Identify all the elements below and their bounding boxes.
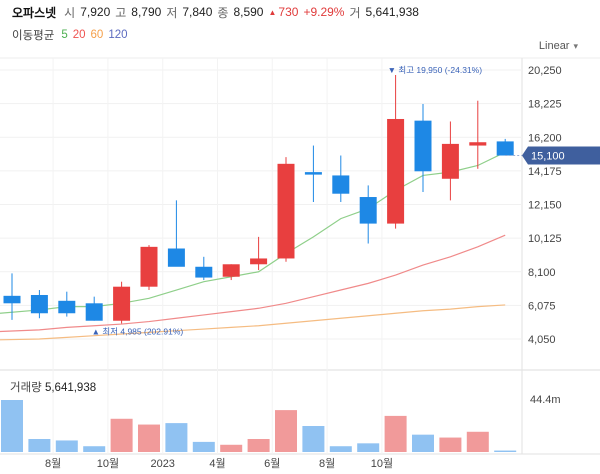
- volume-bar-down: [494, 450, 517, 452]
- x-tick-label: 10월: [371, 457, 393, 470]
- volume-panel-label: 거래량: [10, 382, 42, 394]
- x-tick-label: 8월: [319, 457, 335, 470]
- x-tick-label: 10월: [97, 457, 119, 470]
- volume-bar-down: [1, 400, 23, 452]
- moving-average-legend[interactable]: 이동평균 5 20 60 120: [12, 26, 128, 44]
- volume-label: 거: [349, 5, 361, 20]
- last-price-tag: [522, 146, 600, 165]
- close-value: 8,590: [233, 5, 264, 19]
- candle-down: [195, 266, 213, 278]
- change-value: 730: [278, 5, 299, 19]
- candle-up: [222, 264, 240, 277]
- volume-bar-up: [439, 437, 462, 452]
- ma5-line: [0, 151, 506, 314]
- volume-bar-down: [55, 440, 78, 452]
- candle-down: [496, 141, 514, 156]
- open-label: 시: [64, 5, 76, 20]
- candle-down: [332, 175, 350, 194]
- x-tick-label: 6월: [264, 457, 280, 470]
- volume-axis-label: 44.4m: [530, 394, 561, 406]
- candle-up: [387, 118, 405, 224]
- ma20-line: [0, 234, 506, 333]
- volume-bar-up: [384, 415, 407, 452]
- volume-bar-up: [466, 431, 489, 452]
- candle-down: [304, 172, 322, 175]
- ma-120-period: 120: [108, 29, 128, 41]
- candle-down: [167, 248, 185, 267]
- volume-bar-down: [302, 426, 325, 452]
- candle-down: [414, 120, 432, 172]
- scale-dropdown[interactable]: Linear ▾: [539, 40, 578, 52]
- low-label: 저: [166, 5, 178, 20]
- candle-up: [140, 246, 158, 287]
- ma-5-period: 5: [61, 29, 68, 41]
- volume-bar-down: [192, 441, 215, 452]
- ma-20-period: 20: [72, 29, 86, 41]
- y-tick-label: 12,150: [528, 200, 562, 212]
- volume-panel-value: 5,641,938: [44, 382, 97, 394]
- ma60-line: [0, 304, 506, 341]
- low-value: 7,840: [182, 5, 213, 19]
- high-value: 8,790: [131, 5, 162, 19]
- candle-down: [30, 294, 48, 314]
- volume-bar-up: [110, 418, 133, 452]
- candle-up: [277, 163, 295, 259]
- y-tick-label: 20,250: [528, 65, 562, 77]
- volume-bar-up: [138, 424, 160, 452]
- candle-down: [359, 197, 377, 224]
- volume-bar-down: [412, 434, 434, 452]
- high-label: 고: [115, 5, 127, 20]
- candle-down: [3, 295, 21, 304]
- y-tick-label: 8,100: [528, 267, 556, 279]
- candle-up: [250, 258, 268, 265]
- x-tick-label: 4월: [209, 457, 225, 470]
- volume-bar-down: [357, 443, 380, 452]
- stock-name: 오파스넷: [12, 5, 57, 20]
- y-tick-label: 16,200: [528, 132, 562, 144]
- x-tick-label: 8월: [45, 457, 61, 470]
- candle-up: [469, 142, 487, 146]
- x-tick-label: 2023: [150, 458, 174, 470]
- ohlc-header: 오파스넷 시 7,920 고 8,790 저 7,840 종 8,590 ▲ 7…: [12, 2, 419, 22]
- last-price-label: 15,100: [531, 151, 565, 163]
- volume-value: 5,641,938: [365, 5, 419, 19]
- y-tick-label: 4,050: [528, 334, 556, 346]
- volume-bar-down: [329, 446, 352, 452]
- ma-label: 이동평균: [12, 30, 55, 42]
- y-tick-label: 14,175: [528, 166, 562, 178]
- y-tick-label: 18,225: [528, 99, 562, 111]
- close-label: 종: [217, 5, 229, 20]
- candle-up: [441, 143, 459, 179]
- volume-bar-up: [275, 410, 297, 452]
- volume-panel-title: 거래량 5,641,938: [10, 379, 96, 395]
- volume-bar-up: [247, 439, 270, 452]
- candle-down: [58, 300, 76, 314]
- change-percent: +9.29%: [303, 5, 345, 19]
- volume-bar-down: [165, 423, 188, 452]
- volume-bar-up: [220, 444, 243, 452]
- candle-up: [113, 286, 131, 321]
- low-annotation: ▲ 최저 4,985 (202.91%): [92, 326, 184, 336]
- change-up-icon: ▲: [268, 7, 277, 17]
- volume-bar-down: [28, 439, 51, 452]
- ma-60-period: 60: [90, 29, 104, 41]
- y-tick-label: 10,125: [528, 233, 562, 245]
- scale-label: Linear: [538, 40, 570, 52]
- candle-down: [85, 303, 103, 321]
- open-value: 7,920: [80, 5, 111, 19]
- volume-bar-down: [83, 446, 106, 452]
- high-annotation: ▼ 최고 19,950 (-24.31%): [388, 65, 483, 75]
- chevron-down-icon: ▾: [573, 40, 578, 51]
- y-tick-label: 6,075: [528, 300, 556, 312]
